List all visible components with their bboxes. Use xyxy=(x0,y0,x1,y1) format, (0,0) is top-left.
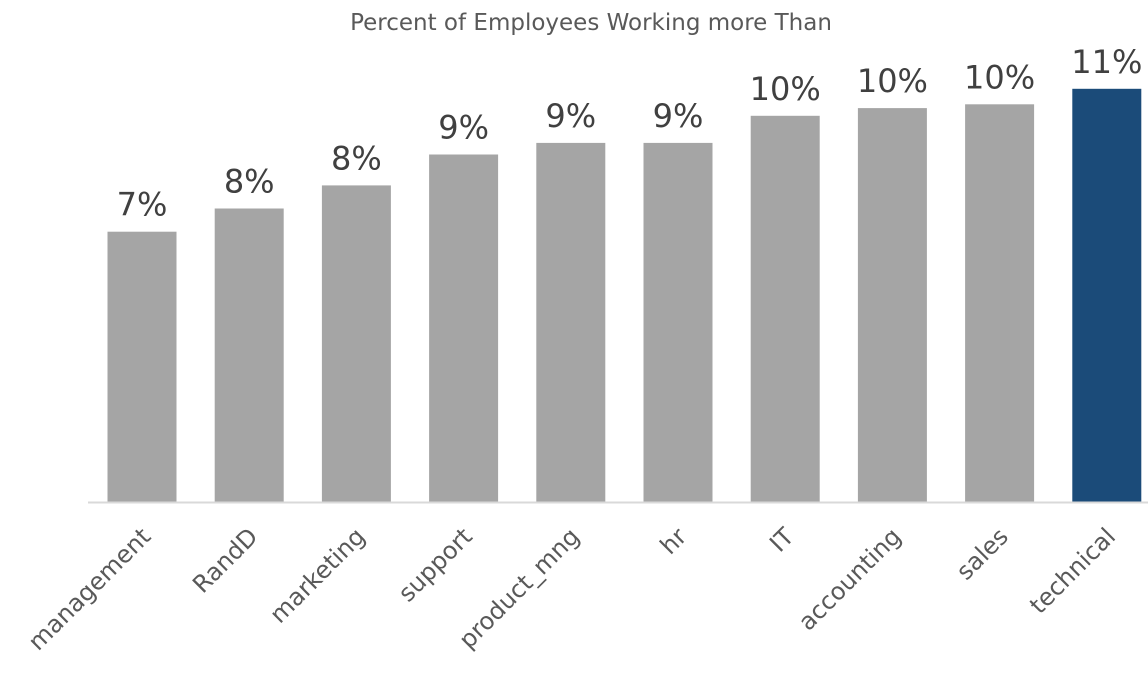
data-labels-group: 7% 8% 8% 9% 9% 9% 10% 10% 10% 11% xyxy=(117,43,1143,224)
data-label-accounting: 10% xyxy=(857,62,928,100)
bar-product-mng xyxy=(536,142,606,502)
data-label-technical: 11% xyxy=(1071,43,1142,81)
data-label-support: 9% xyxy=(438,109,489,147)
x-tick-label-hr: hr xyxy=(655,522,693,560)
x-tick-label-sales: sales xyxy=(951,522,1014,585)
bar-hr xyxy=(643,142,713,502)
data-label-product-mng: 9% xyxy=(545,97,596,135)
x-tick-label-support: support xyxy=(393,522,478,607)
bar-sales xyxy=(965,104,1035,503)
chart-title: Percent of Employees Working more Than xyxy=(350,10,832,36)
data-label-randd: 8% xyxy=(224,163,275,201)
data-label-sales: 10% xyxy=(964,58,1035,96)
x-tick-label-marketing: marketing xyxy=(264,522,370,628)
bar-technical xyxy=(1072,88,1142,503)
data-label-management: 7% xyxy=(117,186,168,224)
bars-group xyxy=(107,88,1142,503)
x-tick-labels-group: management RandD marketing supportproduct_m… xyxy=(23,522,1121,656)
x-tick-label-randd: RandD xyxy=(187,522,263,598)
bar-it xyxy=(750,115,820,503)
x-tick-label-accounting: accounting xyxy=(793,522,907,636)
data-label-hr: 9% xyxy=(653,97,704,135)
x-tick-label-management: management xyxy=(23,522,156,655)
bar-management xyxy=(107,231,177,502)
bar-accounting xyxy=(857,108,927,502)
bar-support xyxy=(429,154,499,502)
data-label-marketing: 8% xyxy=(331,139,382,177)
data-label-it: 10% xyxy=(750,70,821,108)
bar-marketing xyxy=(321,185,391,502)
bar-randd xyxy=(214,208,284,502)
x-tick-label-technical: technical xyxy=(1024,522,1121,619)
x-tick-label-it: IT xyxy=(764,522,799,557)
